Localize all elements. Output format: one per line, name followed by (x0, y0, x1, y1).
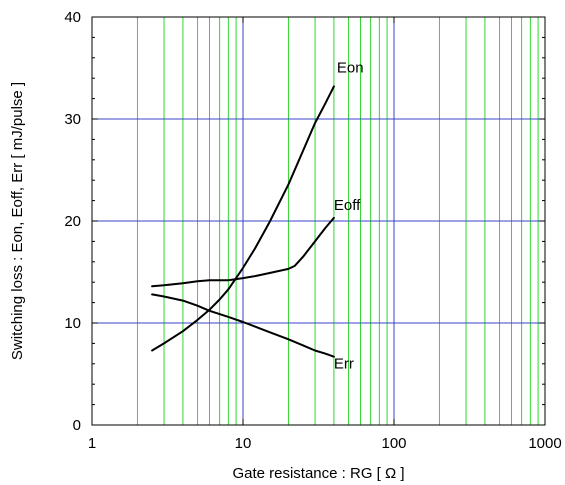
series-line-err (151, 293, 335, 358)
series-layer (151, 85, 335, 358)
x-tick-label: 1000 (528, 435, 561, 452)
y-tick-label: 40 (64, 9, 81, 26)
y-tick-label: 10 (64, 315, 81, 332)
x-tick-label: 1 (88, 435, 96, 452)
series-line-eoff (151, 216, 335, 288)
tick-marks (91, 16, 546, 426)
major-gridlines (92, 17, 545, 425)
series-label-eoff: Eoff (334, 197, 361, 214)
y-tick-label: 30 (64, 111, 81, 128)
series-label-err: Err (334, 356, 354, 373)
y-tick-labels: 0 10 20 30 40 (64, 9, 81, 434)
series-line-eon (151, 85, 335, 352)
series-labels: Eon Eoff Err (334, 59, 364, 372)
x-tick-label: 100 (381, 435, 406, 452)
y-axis-title: Switching loss : Eon, Eoff, Err [ mJ/pul… (9, 82, 26, 360)
y-tick-label: 20 (64, 213, 81, 230)
series-label-eon: Eon (337, 59, 364, 76)
x-tick-labels: 1 10 100 1000 (88, 435, 562, 452)
x-tick-label: 10 (235, 435, 252, 452)
x-axis-title: Gate resistance : RG [ Ω ] (232, 465, 404, 482)
y-tick-label: 0 (73, 417, 81, 434)
